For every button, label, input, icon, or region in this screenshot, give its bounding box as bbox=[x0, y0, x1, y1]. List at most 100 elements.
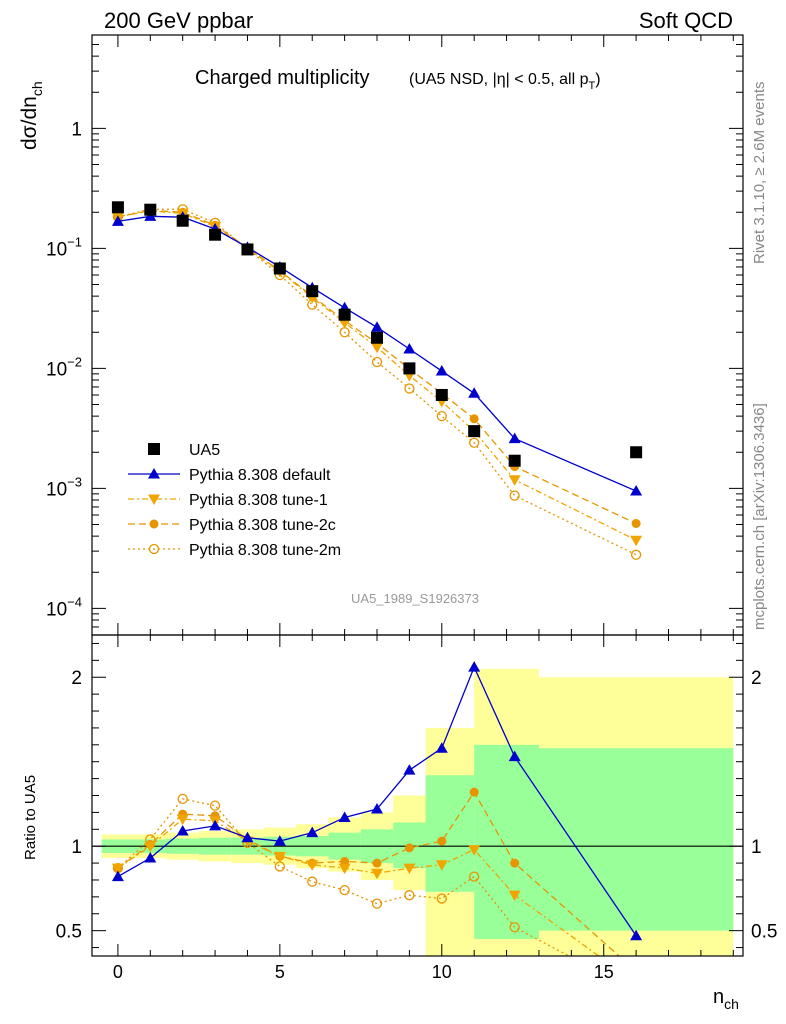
top-line-tune1 bbox=[117, 210, 637, 541]
ratio-series-layer bbox=[111, 661, 643, 996]
x-tick-label: 0 bbox=[113, 962, 123, 982]
tick-base: 1 bbox=[71, 119, 82, 140]
top-y-tick-label: 10−2 bbox=[46, 354, 82, 380]
legend-item-tune1: Pythia 8.308 tune-1 bbox=[128, 492, 328, 509]
legend: UA5 Pythia 8.308 default Pythia 8.308 tune… bbox=[128, 442, 341, 559]
ratio-point-tune2m bbox=[209, 800, 221, 811]
top-point-tune1 bbox=[338, 318, 351, 329]
bottom-ylabel: Ratio to UA5 bbox=[22, 775, 39, 860]
ratio-point-default bbox=[176, 824, 189, 836]
top-point-tune2m bbox=[404, 383, 415, 394]
ratio-point-default bbox=[508, 750, 521, 762]
legend-item-default: Pythia 8.308 default bbox=[128, 467, 331, 484]
top-point-tune1 bbox=[371, 342, 384, 354]
ratio-point-tune2m bbox=[177, 793, 188, 805]
top-series-layer bbox=[111, 201, 643, 560]
ratio-point-default bbox=[209, 819, 222, 831]
top-point-tune2m bbox=[469, 437, 480, 448]
ratio-point-tune1 bbox=[508, 890, 521, 902]
top-series-data bbox=[111, 201, 643, 467]
top-point-data bbox=[306, 285, 319, 298]
ratio-point-tune1 bbox=[144, 841, 157, 853]
top-point-data bbox=[209, 228, 222, 241]
ratio-line-tune2m bbox=[117, 798, 571, 956]
top-point-tune2c bbox=[469, 414, 479, 424]
ratio-point-default bbox=[144, 852, 157, 863]
x-tick-label: 15 bbox=[594, 962, 614, 982]
x-tick-label: 10 bbox=[432, 962, 452, 982]
top-point-default bbox=[508, 432, 521, 444]
legend-label: Pythia 8.308 tune-2m bbox=[189, 542, 341, 559]
top-y-tick-label: 1 bbox=[71, 119, 82, 140]
bottom-y-tick-label: 2 bbox=[71, 668, 82, 689]
ratio-point-tune2c bbox=[372, 858, 382, 868]
top-point-tune1 bbox=[508, 475, 521, 486]
top-point-data bbox=[241, 243, 254, 256]
chart-subtitle: (UA5 NSD, |η| < 0.5, all pT) bbox=[409, 71, 601, 92]
ratio-point-tune1 bbox=[403, 863, 416, 875]
legend-label: UA5 bbox=[189, 442, 220, 459]
top-point-tune1 bbox=[630, 535, 643, 547]
top-y-tick-label: 10−1 bbox=[46, 234, 82, 260]
tick-base: 10 bbox=[46, 359, 67, 380]
ratio-line-default bbox=[117, 665, 637, 937]
ratio-point-tune2m bbox=[371, 898, 383, 909]
mcplots-info-label: mcplots.cern.ch [arXiv:1306.3436] bbox=[751, 403, 768, 630]
ratio-point-default bbox=[241, 831, 254, 843]
uncertainty-band-green bbox=[538, 748, 734, 931]
ratio-point-tune2m bbox=[339, 884, 350, 896]
top-y-tick-label: 10−3 bbox=[46, 474, 82, 500]
ratio-point-tune1 bbox=[630, 979, 642, 990]
x-tick-label: 5 bbox=[275, 962, 285, 982]
top-line-tune2c bbox=[117, 209, 637, 525]
bottom-y-tick-label-right: 1 bbox=[751, 837, 762, 858]
top-point-tune2m bbox=[371, 356, 383, 368]
bottom-y-tick-label-right: 2 bbox=[751, 668, 762, 689]
ratio-point-default bbox=[338, 811, 351, 822]
tick-exp: −3 bbox=[67, 474, 82, 489]
top-point-data bbox=[371, 331, 384, 344]
tick-exp: −4 bbox=[67, 594, 82, 609]
chart-title-main: Charged multiplicity bbox=[195, 67, 370, 89]
top-point-data bbox=[111, 201, 124, 214]
ratio-point-default bbox=[630, 929, 643, 941]
legend-label: Pythia 8.308 tune-2c bbox=[189, 517, 336, 534]
rivet-info-label: Rivet 3.1.10, ≥ 2.6M events bbox=[751, 82, 768, 265]
ratio-point-tune2c bbox=[340, 856, 350, 866]
header-right-label: Soft QCD bbox=[639, 8, 733, 33]
top-line-tune2m bbox=[117, 208, 637, 556]
ratio-point-tune1 bbox=[338, 863, 351, 875]
chart-title: Charged multiplicity bbox=[195, 67, 370, 89]
legend-marker bbox=[148, 443, 160, 455]
top-point-data bbox=[435, 389, 448, 401]
ratio-point-tune2c bbox=[404, 843, 414, 853]
top-point-data bbox=[338, 308, 351, 321]
top-point-default bbox=[403, 343, 416, 354]
top-point-data bbox=[468, 425, 481, 438]
ratio-point-tune1 bbox=[111, 863, 124, 875]
top-point-default bbox=[630, 485, 643, 496]
legend-marker bbox=[148, 543, 160, 555]
ratio-point-tune2m bbox=[632, 987, 641, 996]
uncertainty-band-green bbox=[474, 744, 539, 940]
top-point-default bbox=[111, 215, 124, 226]
ratio-point-tune2m bbox=[436, 893, 447, 904]
ratio-point-tune2c bbox=[510, 858, 520, 868]
ratio-point-tune2m bbox=[307, 876, 318, 887]
top-point-data bbox=[508, 454, 521, 467]
ratio-line-tune1 bbox=[117, 818, 600, 956]
xlabel: nch bbox=[713, 986, 739, 1012]
bottom-y-tick-label: 1 bbox=[71, 837, 82, 858]
ratio-point-tune2c bbox=[469, 787, 479, 797]
legend-item-tune2m: Pythia 8.308 tune-2m bbox=[128, 542, 341, 559]
legend-marker bbox=[148, 494, 160, 505]
tick-base: 10 bbox=[46, 239, 67, 260]
xlabel-main: n bbox=[713, 986, 724, 1008]
ratio-point-tune1 bbox=[306, 860, 319, 871]
top-point-tune2m bbox=[630, 549, 642, 560]
top-ylabel-sub: ch bbox=[29, 81, 45, 96]
ratio-series-default bbox=[111, 661, 643, 941]
ratio-line-tune2c bbox=[117, 790, 621, 956]
